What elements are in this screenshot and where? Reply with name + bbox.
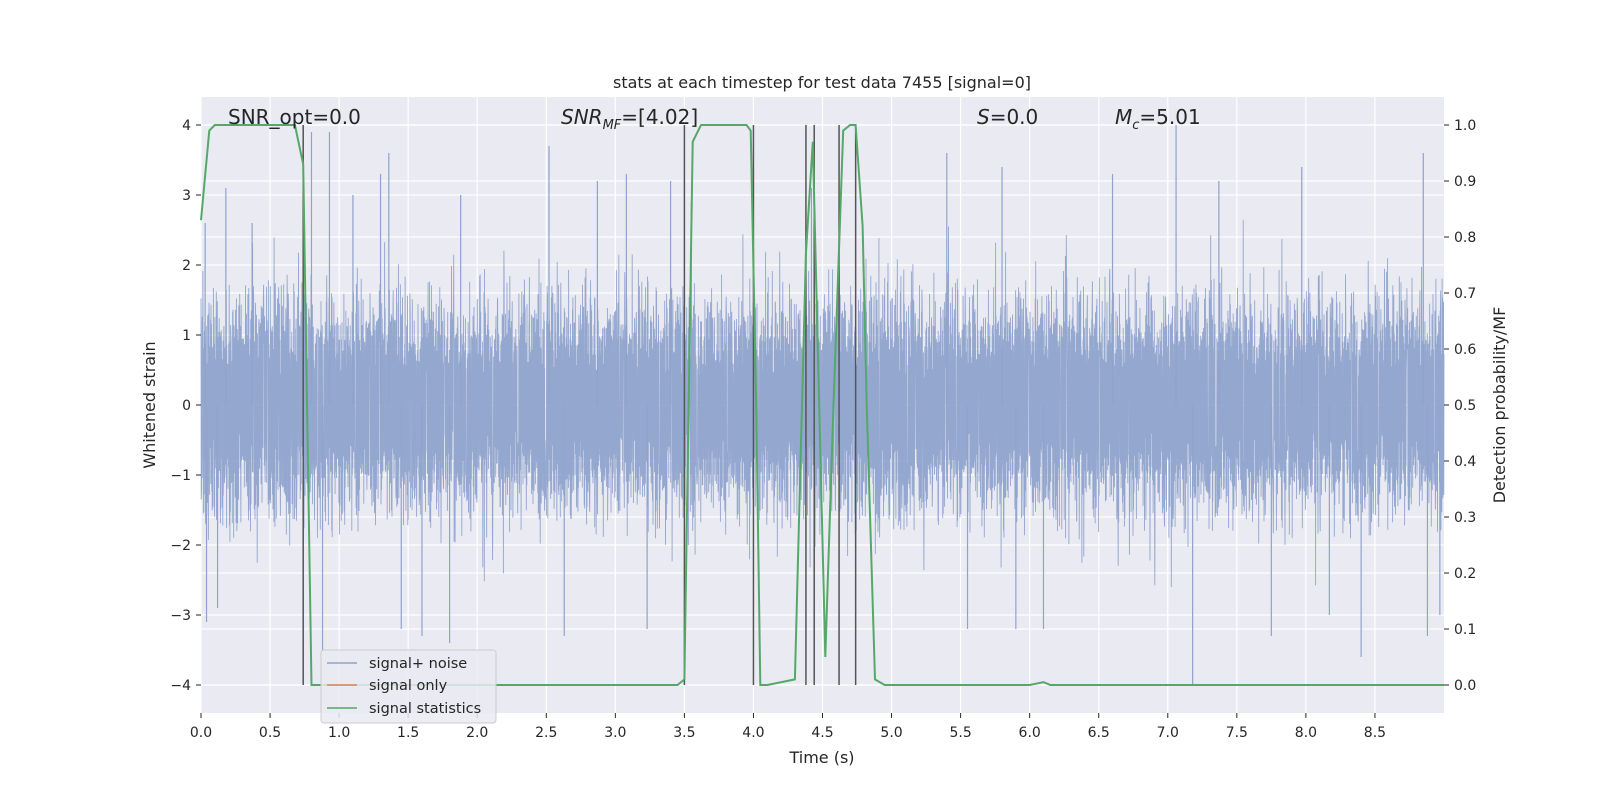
x-tick-label-3: 1.5 xyxy=(397,725,419,741)
y-left-tick-label-2: 2 xyxy=(182,258,191,274)
x-tick-label-7: 3.5 xyxy=(673,725,695,741)
series-signal-statistics xyxy=(200,124,1444,686)
y-axis-left-label: Whitened strain xyxy=(140,341,159,468)
x-tick-label-6: 3.0 xyxy=(604,725,626,741)
x-tick-label-4: 2.0 xyxy=(466,725,488,741)
x-tick-label-5: 2.5 xyxy=(535,725,557,741)
annotation-s-value: =0.0 xyxy=(990,105,1039,129)
x-tick-label-10: 5.0 xyxy=(880,725,902,741)
x-tick-label-14: 7.0 xyxy=(1157,725,1179,741)
legend-box xyxy=(320,649,497,724)
annotation-snr-mf: SNRMF=[4.02] xyxy=(561,105,698,133)
y-left-tick-label-5: −1 xyxy=(170,468,191,484)
y-right-tick-label-7: 0.3 xyxy=(1454,510,1476,526)
legend-label-noise: signal+ noise xyxy=(369,656,467,672)
legend-label-signal: signal only xyxy=(369,678,448,694)
annotation-snr-mf-value: =[4.02] xyxy=(621,105,698,129)
chart-title: stats at each timestep for test data 745… xyxy=(613,73,1031,92)
x-tick-label-11: 5.5 xyxy=(949,725,971,741)
annotation-snr-mf-main: SNR xyxy=(561,105,603,129)
y-right-tick-label-1: 0.9 xyxy=(1454,174,1476,190)
y-axis-right-label: Detection probability/MF xyxy=(1490,307,1509,504)
y-left-tick-label-7: −3 xyxy=(170,608,191,624)
y-left-tick-label-0: 4 xyxy=(182,118,191,134)
legend-label-stats: signal statistics xyxy=(369,701,481,717)
annotation-snr-opt: SNR_opt=0.0 xyxy=(228,105,361,129)
x-tick-label-9: 4.5 xyxy=(811,725,833,741)
y-right-tick-label-10: 0.0 xyxy=(1454,678,1476,694)
y-right-tick-label-0: 1.0 xyxy=(1454,118,1476,134)
y-left-tick-label-4: 0 xyxy=(182,398,191,414)
y-left-tick-label-3: 1 xyxy=(182,328,191,344)
annotations: SNR_opt=0.0 SNRMF=[4.02] S=0.0 Mc=5.01 xyxy=(228,105,1201,133)
y-right-tick-label-5: 0.5 xyxy=(1454,398,1476,414)
x-tick-label-8: 4.0 xyxy=(742,725,764,741)
annotation-mc-sub: c xyxy=(1132,118,1139,133)
y-left-tick-label-1: 3 xyxy=(182,188,191,204)
annotation-mc: Mc=5.01 xyxy=(1115,105,1201,133)
y-right-tick-label-3: 0.7 xyxy=(1454,286,1476,302)
y-right-tick-label-9: 0.1 xyxy=(1454,622,1476,638)
annotation-mc-value: =5.01 xyxy=(1139,105,1200,129)
y-left-tick-label-6: −2 xyxy=(170,538,191,554)
signal-statistics-line xyxy=(200,124,1444,686)
x-tick-label-15: 7.5 xyxy=(1226,725,1248,741)
y-right-tick-label-4: 0.6 xyxy=(1454,342,1476,358)
annotation-s: S=0.0 xyxy=(977,105,1038,129)
y-right-tick-label-2: 0.8 xyxy=(1454,230,1476,246)
x-tick-label-16: 8.0 xyxy=(1295,725,1317,741)
x-tick-label-0: 0.0 xyxy=(190,725,212,741)
y-left-tick-label-8: −4 xyxy=(170,678,191,694)
series-signal-noise xyxy=(200,125,1445,685)
x-tick-label-1: 0.5 xyxy=(259,725,281,741)
y-right-tick-label-8: 0.2 xyxy=(1454,566,1476,582)
x-tick-label-12: 6.0 xyxy=(1019,725,1041,741)
y-right-tick-label-6: 0.4 xyxy=(1454,454,1476,470)
x-axis-label: Time (s) xyxy=(788,748,854,767)
annotation-snr-mf-sub: MF xyxy=(603,118,622,133)
noise-trace xyxy=(200,219,1445,588)
annotation-s-main: S xyxy=(977,105,990,129)
x-tick-label-13: 6.5 xyxy=(1088,725,1110,741)
annotation-mc-main: M xyxy=(1115,105,1132,129)
axes: 0.0 0.5 1.0 1.5 2.0 2.5 3.0 3.5 4.0 4.5 5.0 5.5 6.0 6… xyxy=(170,118,1476,741)
legend: signal+ noise signal only signal statist… xyxy=(320,649,497,724)
x-tick-label-2: 1.0 xyxy=(328,725,350,741)
x-tick-label-17: 8.5 xyxy=(1364,725,1386,741)
